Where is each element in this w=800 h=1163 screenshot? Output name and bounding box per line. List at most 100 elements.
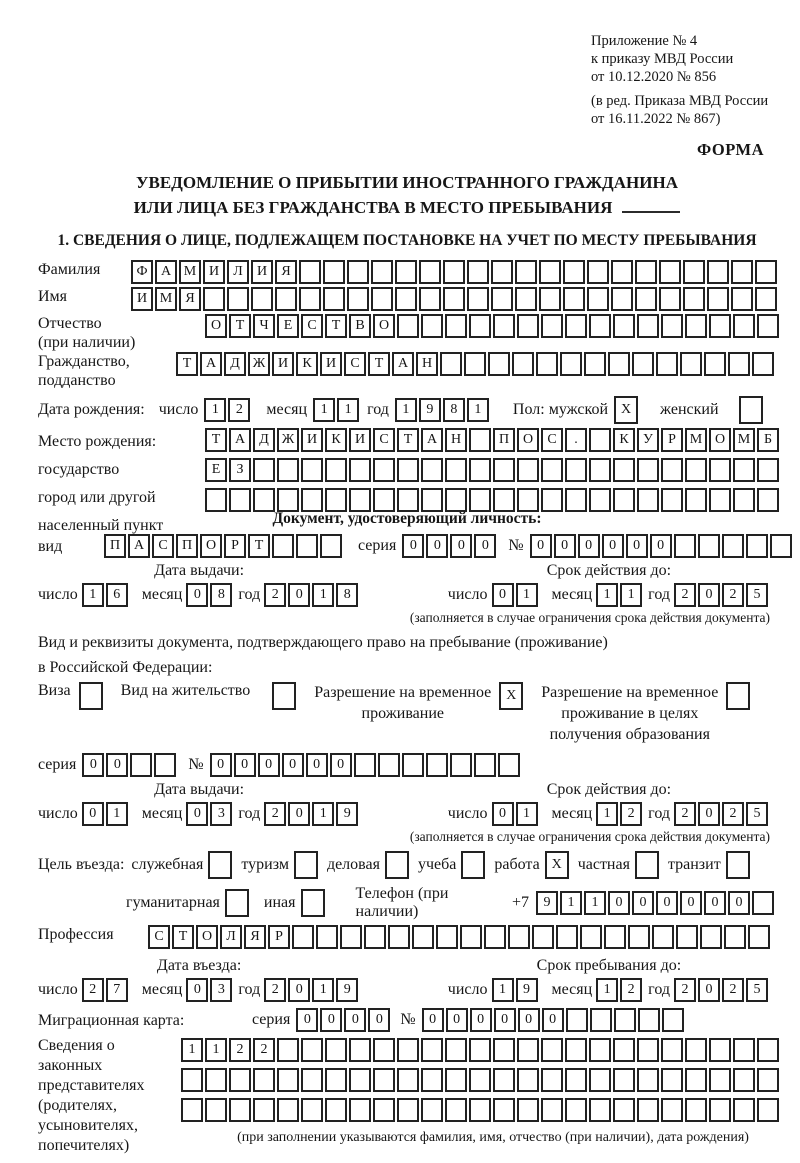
form-cell[interactable] bbox=[536, 352, 558, 376]
form-cell[interactable] bbox=[748, 925, 770, 949]
form-cell[interactable] bbox=[300, 889, 325, 917]
form-cell[interactable]: 1 bbox=[204, 398, 227, 422]
form-cell[interactable] bbox=[613, 314, 635, 338]
form-cell[interactable] bbox=[397, 1098, 419, 1122]
form-cell[interactable] bbox=[673, 534, 696, 558]
form-cell[interactable]: 0 bbox=[493, 1008, 516, 1032]
form-cell[interactable]: Р bbox=[268, 925, 290, 949]
form-cell[interactable] bbox=[323, 260, 345, 284]
form-cell[interactable]: 0 bbox=[186, 583, 209, 607]
form-cell[interactable]: 0 bbox=[288, 583, 311, 607]
form-cell[interactable]: 0 bbox=[553, 534, 576, 558]
form-cell[interactable] bbox=[728, 352, 750, 376]
form-cell[interactable]: Т bbox=[325, 314, 347, 338]
form-cell[interactable]: П bbox=[104, 534, 126, 558]
form-cell[interactable]: А bbox=[421, 428, 443, 452]
form-cell[interactable] bbox=[709, 1068, 731, 1092]
form-cell[interactable] bbox=[469, 488, 491, 512]
form-cell[interactable] bbox=[208, 851, 233, 879]
form-cell[interactable] bbox=[709, 1098, 731, 1122]
form-cell[interactable]: И bbox=[349, 428, 371, 452]
form-cell[interactable]: 0 bbox=[517, 1008, 540, 1032]
form-cell[interactable]: С bbox=[373, 428, 395, 452]
form-cell[interactable]: Т bbox=[229, 314, 251, 338]
form-cell[interactable] bbox=[253, 458, 275, 482]
form-cell[interactable]: И bbox=[131, 287, 153, 311]
form-cell[interactable]: 3 bbox=[210, 802, 233, 826]
form-cell[interactable] bbox=[757, 458, 779, 482]
form-cell[interactable]: Ф bbox=[131, 260, 153, 284]
form-cell[interactable]: 6 bbox=[105, 583, 128, 607]
form-cell[interactable]: 0 bbox=[601, 534, 624, 558]
form-cell[interactable]: X bbox=[614, 396, 638, 424]
form-cell[interactable] bbox=[637, 1098, 659, 1122]
form-cell[interactable]: 0 bbox=[541, 1008, 564, 1032]
form-cell[interactable] bbox=[412, 925, 434, 949]
form-cell[interactable] bbox=[517, 1098, 539, 1122]
form-cell[interactable] bbox=[745, 534, 768, 558]
form-cell[interactable]: 0 bbox=[421, 1008, 444, 1032]
form-cell[interactable] bbox=[652, 925, 674, 949]
form-cell[interactable] bbox=[589, 458, 611, 482]
form-cell[interactable]: 2 bbox=[229, 1038, 251, 1062]
form-cell[interactable] bbox=[661, 1068, 683, 1092]
form-cell[interactable] bbox=[373, 1038, 395, 1062]
form-cell[interactable]: 0 bbox=[186, 802, 209, 826]
form-cell[interactable] bbox=[769, 534, 792, 558]
form-cell[interactable] bbox=[680, 352, 702, 376]
form-cell[interactable] bbox=[637, 314, 659, 338]
form-cell[interactable]: 0 bbox=[491, 802, 514, 826]
form-cell[interactable] bbox=[637, 1008, 660, 1032]
form-cell[interactable] bbox=[419, 287, 441, 311]
form-cell[interactable] bbox=[349, 1098, 371, 1122]
form-cell[interactable] bbox=[443, 260, 465, 284]
form-cell[interactable]: 2 bbox=[264, 802, 287, 826]
form-cell[interactable] bbox=[445, 458, 467, 482]
form-cell[interactable]: 0 bbox=[106, 753, 129, 777]
form-cell[interactable] bbox=[685, 458, 707, 482]
form-cell[interactable] bbox=[277, 1098, 299, 1122]
form-cell[interactable]: 1 bbox=[560, 891, 582, 915]
form-cell[interactable]: А bbox=[392, 352, 414, 376]
form-cell[interactable]: 0 bbox=[426, 534, 449, 558]
form-cell[interactable] bbox=[517, 314, 539, 338]
form-cell[interactable] bbox=[469, 1038, 491, 1062]
form-cell[interactable] bbox=[661, 458, 683, 482]
form-cell[interactable]: 0 bbox=[632, 891, 654, 915]
form-cell[interactable]: 2 bbox=[620, 978, 643, 1002]
form-cell[interactable] bbox=[752, 891, 774, 915]
form-cell[interactable] bbox=[661, 488, 683, 512]
form-cell[interactable]: 0 bbox=[445, 1008, 468, 1032]
form-cell[interactable] bbox=[752, 352, 774, 376]
form-cell[interactable]: Ж bbox=[277, 428, 299, 452]
form-cell[interactable] bbox=[611, 287, 633, 311]
form-cell[interactable]: Л bbox=[227, 260, 249, 284]
form-cell[interactable] bbox=[293, 851, 318, 879]
form-cell[interactable]: 0 bbox=[649, 534, 672, 558]
form-cell[interactable] bbox=[661, 314, 683, 338]
form-cell[interactable] bbox=[340, 925, 362, 949]
form-cell[interactable] bbox=[320, 534, 342, 558]
form-cell[interactable] bbox=[541, 1038, 563, 1062]
form-cell[interactable]: 1 bbox=[515, 583, 538, 607]
form-cell[interactable] bbox=[532, 925, 554, 949]
form-cell[interactable] bbox=[635, 287, 657, 311]
form-cell[interactable]: 2 bbox=[674, 583, 696, 607]
form-cell[interactable] bbox=[491, 287, 513, 311]
form-cell[interactable] bbox=[725, 851, 750, 879]
form-cell[interactable]: 1 bbox=[205, 1038, 227, 1062]
form-cell[interactable]: А bbox=[128, 534, 150, 558]
form-cell[interactable]: 0 bbox=[680, 891, 702, 915]
form-cell[interactable]: 0 bbox=[305, 753, 328, 777]
form-cell[interactable] bbox=[659, 287, 681, 311]
form-cell[interactable]: 9 bbox=[418, 398, 441, 422]
form-cell[interactable] bbox=[515, 260, 537, 284]
form-cell[interactable]: 2 bbox=[674, 802, 696, 826]
form-cell[interactable]: 0 bbox=[81, 802, 104, 826]
form-cell[interactable] bbox=[364, 925, 386, 949]
form-cell[interactable]: Т bbox=[368, 352, 390, 376]
form-cell[interactable] bbox=[464, 352, 486, 376]
form-cell[interactable] bbox=[397, 1038, 419, 1062]
form-cell[interactable]: Р bbox=[224, 534, 246, 558]
form-cell[interactable] bbox=[181, 1068, 203, 1092]
